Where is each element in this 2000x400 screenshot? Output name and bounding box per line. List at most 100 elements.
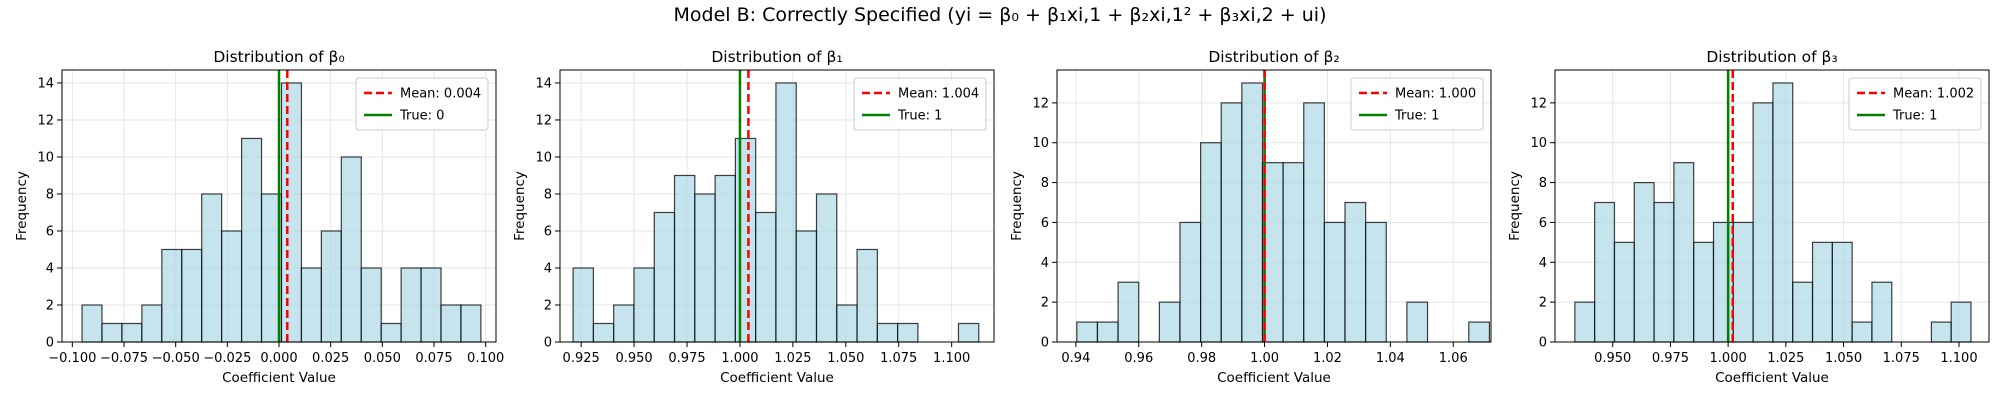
histogram-bar xyxy=(613,304,635,343)
histogram-bar xyxy=(1732,221,1754,343)
y-tick-label: 8 xyxy=(1041,176,1049,191)
legend: Mean: 0.004 True: 0 xyxy=(355,77,489,131)
histogram-bar xyxy=(592,322,615,343)
y-tick-label: 2 xyxy=(1539,296,1547,311)
histogram-bar xyxy=(572,267,595,343)
histogram-bar xyxy=(1594,201,1616,343)
y-tick-label: 2 xyxy=(544,298,552,313)
subplot-2: 0.925 0.950 0.975 1.000 1.025 1.050 1.075 1.100… xyxy=(512,48,995,386)
y-tick-label: 2 xyxy=(1041,296,1049,311)
histogram-bar xyxy=(1693,241,1715,343)
axes-frame xyxy=(1554,69,1990,343)
subplot-title: Distribution of β₂ xyxy=(1208,48,1339,66)
histogram-bar xyxy=(141,304,163,343)
x-axis-label: Coefficient Value xyxy=(720,370,834,386)
histogram-bar xyxy=(1574,301,1596,343)
y-axis-label: Frequency xyxy=(512,171,528,241)
y-tick-label: 10 xyxy=(1032,136,1049,151)
y-tick-label: 0 xyxy=(46,336,54,351)
histogram-bar xyxy=(1199,142,1222,343)
x-tick-label: 1.000 xyxy=(1710,351,1747,366)
legend-frame xyxy=(355,77,489,131)
histogram-bar xyxy=(121,322,143,343)
x-tick-label: 1.000 xyxy=(721,351,758,366)
histogram-bar xyxy=(1323,221,1346,343)
x-axis-label: Coefficient Value xyxy=(222,370,336,386)
histogram-bar xyxy=(360,267,382,343)
x-tick-label: −0.100 xyxy=(48,351,96,366)
x-tick-label: 0.96 xyxy=(1124,351,1153,366)
y-tick-label: 4 xyxy=(1041,256,1049,271)
histogram-bar xyxy=(460,304,482,343)
histogram-bar xyxy=(420,267,442,343)
histogram-bar xyxy=(240,137,263,343)
histogram-bar xyxy=(1811,241,1833,343)
legend-true-label: True: 1 xyxy=(1892,109,1937,124)
histogram-bar xyxy=(673,174,696,343)
histogram-bar xyxy=(633,267,655,343)
x-tick-label: 0.975 xyxy=(1652,351,1689,366)
x-tick-label: −0.050 xyxy=(152,351,200,366)
histogram-bar xyxy=(957,322,980,343)
legend-mean-label: Mean: 1.000 xyxy=(1395,87,1476,102)
x-tick-label: 1.100 xyxy=(933,351,970,366)
histogram-bar xyxy=(1220,102,1243,343)
histogram-bar xyxy=(1772,82,1794,343)
legend-frame xyxy=(1848,77,1982,131)
legend-mean-label: Mean: 1.002 xyxy=(1893,87,1974,102)
histogram-bar xyxy=(714,174,736,343)
y-tick-label: 14 xyxy=(535,76,552,91)
legend: Mean: 1.000 True: 1 xyxy=(1350,77,1484,131)
x-axis-label: Coefficient Value xyxy=(1217,370,1331,386)
legend-true-label: True: 0 xyxy=(399,109,444,124)
y-axis-label: Frequency xyxy=(1507,171,1523,241)
histogram-bar xyxy=(1950,301,1972,343)
histogram-bar xyxy=(400,267,422,343)
y-tick-label: 12 xyxy=(37,113,54,128)
histogram-bar xyxy=(1851,321,1873,343)
histogram-bar xyxy=(1468,321,1491,343)
x-tick-label: 0.950 xyxy=(615,351,652,366)
histogram-bar xyxy=(1792,281,1814,343)
histogram-bar xyxy=(1241,82,1264,343)
x-tick-label: 1.050 xyxy=(1825,351,1862,366)
x-tick-label: 1.00 xyxy=(1250,351,1279,366)
histogram-bar xyxy=(201,193,223,343)
histogram-bar xyxy=(280,82,303,343)
histogram-bar xyxy=(1633,181,1655,343)
x-tick-label: 1.050 xyxy=(827,351,864,366)
x-tick-label: 1.025 xyxy=(774,351,811,366)
histogram-bar xyxy=(300,267,322,343)
legend-frame xyxy=(1350,77,1484,131)
histogram-bar xyxy=(1076,321,1099,343)
histogram-bar xyxy=(734,137,757,343)
y-tick-label: 10 xyxy=(535,150,552,165)
histogram-bar xyxy=(1752,102,1774,343)
subplot-1: −0.100 −0.075 −0.050 −0.025 0.000 0.025 0.050 0… xyxy=(14,48,504,386)
x-tick-label: 1.04 xyxy=(1376,351,1405,366)
subplot-title: Distribution of β₀ xyxy=(213,48,344,66)
histogram-bar xyxy=(1179,221,1202,343)
y-tick-label: 12 xyxy=(1530,96,1547,111)
histogram-bar xyxy=(1712,221,1734,343)
x-tick-label: −0.075 xyxy=(100,351,148,366)
histogram-bar xyxy=(1096,321,1119,343)
y-axis-label: Frequency xyxy=(1009,171,1025,241)
x-tick-label: 0.050 xyxy=(364,351,401,366)
histogram-bar xyxy=(1344,201,1367,343)
y-tick-label: 2 xyxy=(46,298,54,313)
y-axis-label: Frequency xyxy=(14,171,30,241)
x-tick-label: 0.950 xyxy=(1594,351,1631,366)
x-tick-label: 1.075 xyxy=(1883,351,1920,366)
y-tick-label: 8 xyxy=(46,187,54,202)
legend: Mean: 1.004 True: 1 xyxy=(853,77,987,131)
legend-true-label: True: 1 xyxy=(897,109,942,124)
y-tick-label: 8 xyxy=(544,187,552,202)
histogram-bar xyxy=(897,322,919,343)
x-tick-label: 1.025 xyxy=(1767,351,1804,366)
y-tick-label: 12 xyxy=(1032,96,1049,111)
axes-frame xyxy=(1056,69,1492,343)
legend-mean-label: Mean: 0.004 xyxy=(400,87,481,102)
y-tick-label: 10 xyxy=(37,150,54,165)
